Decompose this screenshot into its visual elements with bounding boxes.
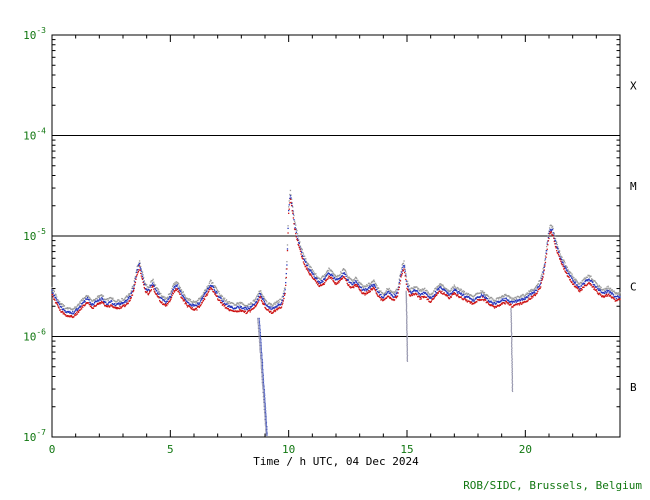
- x-axis-label: Time / h UTC, 04 Dec 2024: [253, 455, 419, 468]
- footer-credit: ROB/SIDC, Brussels, Belgium: [463, 479, 642, 492]
